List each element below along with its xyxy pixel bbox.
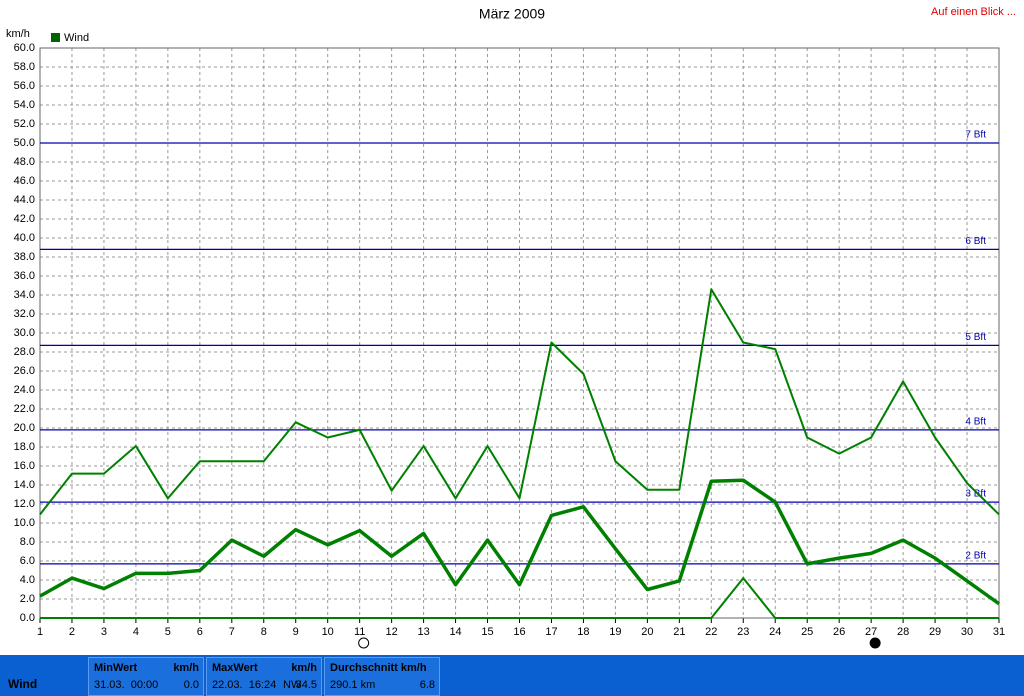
x-tick-label: 16 xyxy=(513,626,525,638)
y-tick-label: 38.0 xyxy=(14,251,35,263)
max-panel: MaxWert km/h 22.03. 16:24 NW 34.5 xyxy=(206,657,322,696)
y-tick-label: 18.0 xyxy=(14,441,35,453)
y-tick-label: 34.0 xyxy=(14,289,35,301)
x-tick-label: 21 xyxy=(673,626,685,638)
max-date: 22.03. 16:24 xyxy=(212,679,277,691)
x-tick-label: 12 xyxy=(386,626,398,638)
series-line xyxy=(40,577,999,619)
y-tick-label: 46.0 xyxy=(14,175,35,187)
x-tick-label: 1 xyxy=(37,626,43,638)
x-tick-label: 4 xyxy=(133,626,139,638)
x-tick-label: 17 xyxy=(545,626,557,638)
x-tick-label: 19 xyxy=(609,626,621,638)
x-tick-label: 22 xyxy=(705,626,717,638)
y-tick-label: 40.0 xyxy=(14,232,35,244)
min-title: MinWert xyxy=(94,662,138,674)
min-panel: MinWert km/h 31.03. 00:00 0.0 xyxy=(88,657,204,696)
x-tick-label: 26 xyxy=(833,626,845,638)
y-tick-label: 16.0 xyxy=(14,460,35,472)
y-tick-label: 6.0 xyxy=(20,555,35,567)
x-tick-label: 28 xyxy=(897,626,909,638)
x-tick-label: 8 xyxy=(261,626,267,638)
legend-label: Wind xyxy=(64,32,89,44)
max-unit: km/h xyxy=(291,662,317,674)
y-tick-label: 48.0 xyxy=(14,156,35,168)
x-tick-label: 5 xyxy=(165,626,171,638)
max-value: 34.5 xyxy=(295,679,317,691)
max-title: MaxWert xyxy=(212,662,258,674)
avg-title: Durchschnitt km/h xyxy=(330,662,427,674)
y-tick-label: 28.0 xyxy=(14,346,35,358)
y-tick-label: 24.0 xyxy=(14,384,35,396)
summary-bar: Wind MinWert km/h 31.03. 00:00 0.0 MaxWe… xyxy=(0,655,1024,696)
x-tick-label: 13 xyxy=(417,626,429,638)
y-tick-label: 36.0 xyxy=(14,270,35,282)
beaufort-label: 7 Bft xyxy=(965,130,986,141)
y-tick-label: 14.0 xyxy=(14,479,35,491)
y-tick-label: 58.0 xyxy=(14,61,35,73)
y-tick-label: 30.0 xyxy=(14,327,35,339)
y-tick-label: 2.0 xyxy=(20,593,35,605)
x-tick-label: 15 xyxy=(481,626,493,638)
min-value: 0.0 xyxy=(183,679,199,691)
x-tick-label: 7 xyxy=(229,626,235,638)
y-tick-label: 10.0 xyxy=(14,517,35,529)
y-tick-label: 4.0 xyxy=(20,574,35,586)
y-tick-label: 44.0 xyxy=(14,194,35,206)
y-tick-label: 22.0 xyxy=(14,403,35,415)
x-tick-label: 2 xyxy=(69,626,75,638)
x-tick-label: 6 xyxy=(197,626,203,638)
x-tick-label: 14 xyxy=(449,626,461,638)
x-tick-label: 11 xyxy=(354,626,365,638)
moon-icon xyxy=(358,637,370,649)
max-direction: NW xyxy=(283,679,302,691)
series-line xyxy=(39,478,1001,606)
summary-name: Wind xyxy=(8,677,38,691)
min-unit: km/h xyxy=(173,662,199,674)
beaufort-label: 2 Bft xyxy=(965,550,986,561)
chart: März 2009 Auf einen Blick ... km/h Wind … xyxy=(6,6,1016,649)
overview-link[interactable]: Auf einen Blick ... xyxy=(931,6,1016,18)
y-tick-label: 52.0 xyxy=(14,118,35,130)
legend-swatch xyxy=(51,33,60,42)
beaufort-label: 4 Bft xyxy=(965,417,986,428)
y-tick-label: 42.0 xyxy=(14,213,35,225)
beaufort-label: 3 Bft xyxy=(965,489,986,500)
y-tick-label: 8.0 xyxy=(20,536,35,548)
y-tick-label: 50.0 xyxy=(14,137,35,149)
x-tick-label: 31 xyxy=(993,626,1005,638)
y-tick-label: 0.0 xyxy=(20,612,35,624)
y-tick-label: 54.0 xyxy=(14,99,35,111)
moon-icon xyxy=(869,637,881,649)
x-tick-label: 24 xyxy=(769,626,781,638)
x-tick-label: 29 xyxy=(929,626,941,638)
beaufort-label: 6 Bft xyxy=(965,236,986,247)
x-tick-label: 18 xyxy=(577,626,589,638)
x-tick-label: 10 xyxy=(322,626,334,638)
x-tick-label: 9 xyxy=(293,626,299,638)
min-date: 31.03. 00:00 xyxy=(94,679,159,691)
y-tick-label: 56.0 xyxy=(14,80,35,92)
y-unit: km/h xyxy=(6,28,30,40)
y-tick-label: 60.0 xyxy=(14,42,35,54)
moon-markers xyxy=(358,637,881,649)
x-tick-label: 27 xyxy=(865,626,877,638)
beaufort-label: 5 Bft xyxy=(965,332,986,343)
avg-panel: Durchschnitt km/h 290.1 km 6.8 xyxy=(324,657,440,696)
series-line xyxy=(39,288,1000,516)
y-tick-label: 12.0 xyxy=(14,498,35,510)
y-tick-label: 20.0 xyxy=(14,422,35,434)
avg-distance: 290.1 km xyxy=(330,679,376,691)
avg-value: 6.8 xyxy=(419,679,435,691)
x-tick-label: 20 xyxy=(641,626,653,638)
x-tick-label: 23 xyxy=(737,626,749,638)
x-tick-label: 3 xyxy=(101,626,107,638)
chart-title: März 2009 xyxy=(479,6,545,22)
x-tick-label: 30 xyxy=(961,626,973,638)
y-tick-label: 32.0 xyxy=(14,308,35,320)
y-tick-label: 26.0 xyxy=(14,365,35,377)
x-tick-label: 25 xyxy=(801,626,813,638)
